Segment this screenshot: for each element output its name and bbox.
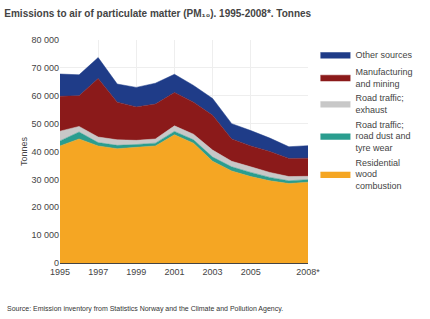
svg-text:40 000: 40 000 <box>31 147 59 157</box>
svg-text:2005: 2005 <box>241 267 261 277</box>
svg-text:Source: Emission inventory fro: Source: Emission inventory from Statisti… <box>7 305 283 313</box>
svg-text:Tonnes: Tonnes <box>19 136 29 166</box>
svg-text:0: 0 <box>54 258 59 268</box>
svg-text:Emissions to air of particulat: Emissions to air of particulate matter (… <box>4 8 311 19</box>
svg-text:Road traffic;exhaust: Road traffic;exhaust <box>355 93 403 115</box>
svg-text:60 000: 60 000 <box>31 91 59 101</box>
svg-text:1997: 1997 <box>88 267 108 277</box>
svg-text:30 000: 30 000 <box>31 175 59 185</box>
svg-text:1999: 1999 <box>126 267 146 277</box>
svg-text:2008*: 2008* <box>296 267 320 277</box>
svg-text:Residentialwoodcombustion: Residentialwoodcombustion <box>354 158 401 191</box>
svg-text:Road traffic;road dust andtyre: Road traffic;road dust andtyre wear <box>355 120 410 153</box>
svg-text:50 000: 50 000 <box>31 119 59 129</box>
svg-text:70 000: 70 000 <box>31 63 59 73</box>
svg-text:Other sources: Other sources <box>355 50 412 60</box>
svg-text:1995: 1995 <box>50 267 70 277</box>
svg-text:80 000: 80 000 <box>31 35 59 45</box>
svg-text:10 000: 10 000 <box>31 230 59 240</box>
svg-text:2001: 2001 <box>164 267 184 277</box>
svg-text:2003: 2003 <box>203 267 223 277</box>
svg-text:20 000: 20 000 <box>31 202 59 212</box>
svg-text:Manufacturingand mining: Manufacturingand mining <box>355 67 412 89</box>
